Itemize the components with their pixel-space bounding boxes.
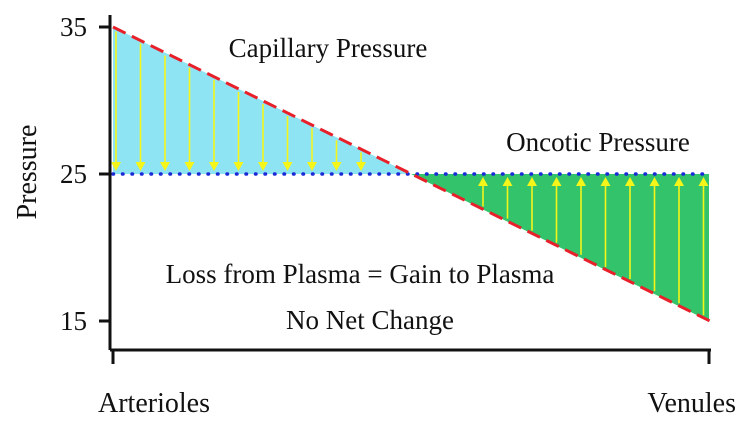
arrow-down-1-head [135,162,146,171]
x-category-label-venules: Venules [647,388,736,419]
series-line-capillary-pressure [112,25,715,325]
y-tick-label-25: 25 [60,159,87,189]
annotation-balance: Loss from Plasma = Gain to Plasma [166,259,555,289]
arrow-up-3-head [551,177,562,186]
arrow-up-7-head [649,177,660,186]
y-tick-label-35: 35 [60,12,87,42]
x-category-label-arterioles: Arterioles [98,388,210,419]
arrow-up-2-head [527,177,537,186]
region-gain [411,174,709,321]
arrow-up-1-head [502,177,513,186]
arrow-down-8-head [307,162,317,171]
annotation-no-net-change: No Net Change [286,305,454,335]
arrow-up-6-head [625,177,635,186]
region-loss [113,27,411,174]
arrow-down-2-head [160,162,170,171]
arrow-down-5-head [233,162,244,171]
axes: 15 25 35 [60,12,711,364]
arrow-down-3-head [184,162,195,171]
arrow-up-4-head [576,177,586,186]
series-label-capillary-pressure: Capillary Pressure [229,33,428,63]
arrow-down-4-head [209,162,219,171]
y-tick-label-15: 15 [60,306,87,336]
arrow-down-10-head [356,162,366,171]
series-label-oncotic-pressure: Oncotic Pressure [506,127,690,157]
arrow-down-7-head [282,162,293,171]
arrow-down-9-head [331,162,342,171]
pressure-arrows [111,31,709,316]
arrow-down-6-head [258,162,268,171]
arrow-up-8-head [674,177,684,186]
series-lines [111,25,715,325]
arrow-down-0-head [111,162,121,171]
shaded-regions [113,27,709,321]
y-axis-label: Pressure [12,125,43,220]
arrow-up-0-head [478,177,488,186]
arrow-up-9-head [698,177,709,186]
arrow-up-5-head [600,177,611,186]
